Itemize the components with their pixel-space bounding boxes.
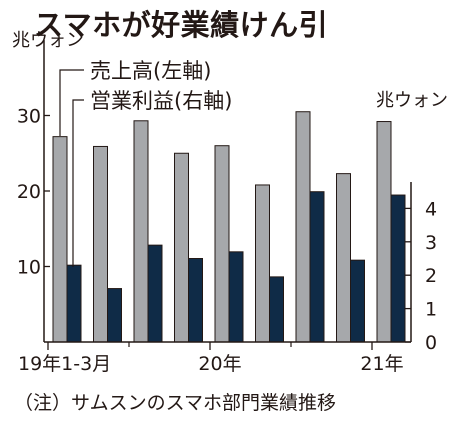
profit-bar: [188, 258, 203, 343]
revenue-bar: [52, 136, 68, 343]
right-axis-tick-label: 4: [425, 198, 437, 220]
legend-label-revenue: 売上高(左軸): [90, 59, 211, 83]
revenue-bar: [336, 173, 351, 343]
revenue-bar: [93, 145, 108, 343]
profit-bar: [228, 251, 244, 343]
profit-bar: [66, 264, 82, 343]
revenue-bar: [214, 145, 230, 343]
left-axis-tick-label: 20: [17, 181, 41, 203]
x-axis-tick-label: 20年: [198, 353, 241, 375]
right-axis-tick-label: 3: [425, 232, 437, 254]
revenue-bar: [133, 120, 149, 343]
profit-bar: [390, 194, 406, 343]
chart-title: スマホが好業績けん引: [34, 8, 329, 42]
revenue-bar: [295, 111, 311, 343]
profit-bar: [269, 276, 284, 343]
chart-note: （注）サムスンのスマホ部門業績推移: [14, 392, 337, 414]
profit-bar: [309, 191, 325, 343]
legend: 売上高(左軸) 営業利益(右軸): [59, 59, 232, 267]
left-axis-unit: 兆ウォン: [12, 30, 84, 51]
revenue-bar: [376, 121, 392, 343]
x-axis-tick-label: 19年1-3月: [18, 353, 111, 375]
left-axis-tick-label: 30: [17, 106, 41, 128]
x-axis-tick-label: 21年: [360, 353, 403, 375]
profit-bar: [350, 259, 365, 343]
profit-bar: [147, 244, 163, 343]
legend-label-profit: 営業利益(右軸): [90, 89, 232, 113]
right-axis-tick-label: 2: [425, 265, 437, 287]
bars-layer: [52, 111, 406, 343]
right-axis-unit: 兆ウォン: [376, 90, 448, 111]
revenue-bar: [174, 152, 189, 343]
right-axis-tick-label: 0: [425, 332, 437, 354]
left-axis-tick-label: 10: [17, 257, 41, 279]
profit-bar: [107, 288, 122, 343]
right-axis-tick-label: 1: [425, 299, 437, 321]
revenue-bar: [255, 184, 270, 343]
legend-leader-profit: [72, 99, 84, 267]
legend-leader-revenue: [59, 69, 84, 136]
